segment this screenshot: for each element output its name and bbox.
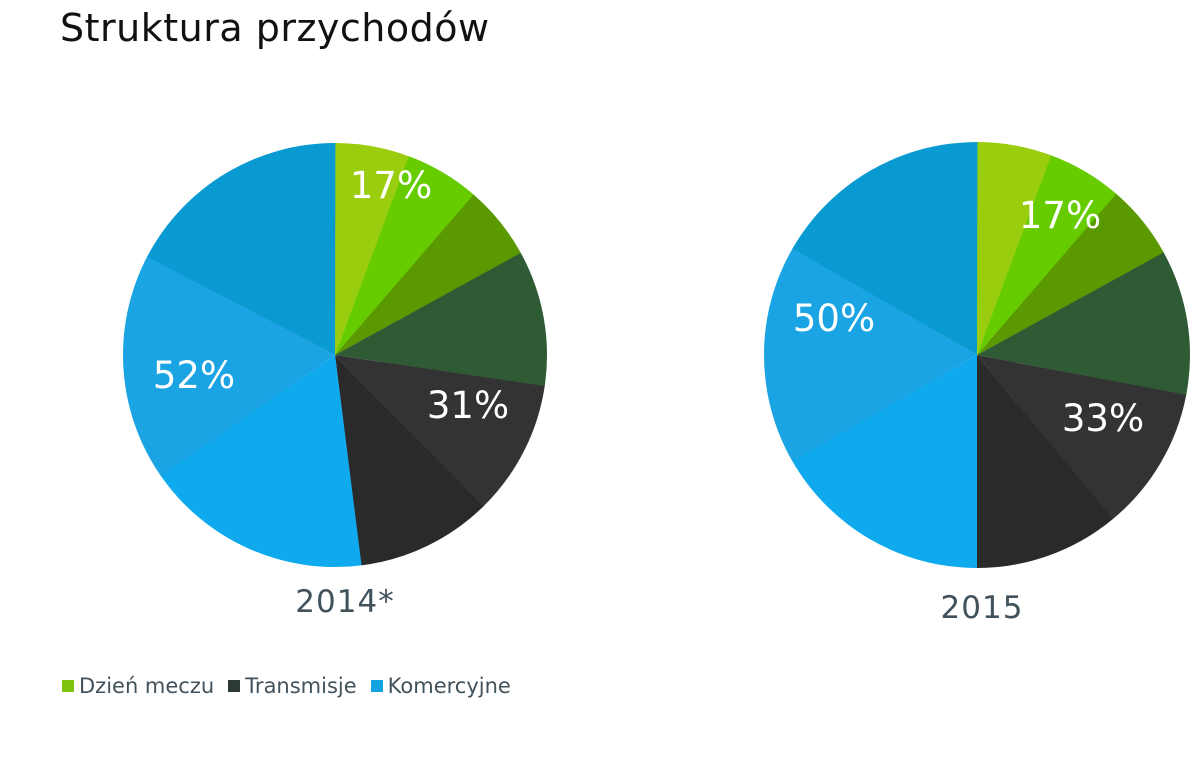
legend-item-transmisje: Transmisje bbox=[228, 674, 357, 698]
pie-2014-labels: 17% 31% 52% bbox=[153, 164, 509, 427]
chart-title: Struktura przychodów bbox=[60, 6, 490, 50]
pie-2015-year-label: 2015 bbox=[941, 590, 1024, 626]
pie-2014-slice-komercyjne-band-1 bbox=[123, 256, 335, 476]
pie-2014-slice-transmisje-band-2 bbox=[335, 355, 484, 566]
pie-2014-slice-dzien-meczu bbox=[335, 143, 410, 355]
pie-2015-value-label-dzien-meczu: 17% bbox=[1019, 194, 1101, 237]
pie-2015-value-label-komercyjne: 50% bbox=[793, 297, 875, 340]
pie-2014-slice-komercyjne bbox=[160, 355, 362, 568]
pie-2015-slice-komercyjne-band-1 bbox=[764, 248, 977, 462]
pie-2015-slice-transmisje bbox=[977, 252, 1191, 396]
pie-2014-slice-transmisje bbox=[335, 252, 547, 387]
legend-swatch-transmisje bbox=[228, 680, 241, 692]
pie-2015-slice-transmisje-band-1 bbox=[977, 355, 1187, 520]
legend-label-transmisje: Transmisje bbox=[245, 674, 357, 698]
pie-chart-2014: 17% 31% 52% 2014* bbox=[123, 142, 547, 620]
pie-2014-slice-dzien-meczu-band-1 bbox=[335, 156, 474, 355]
pie-2015-slice-transmisje-band-2 bbox=[976, 355, 1113, 569]
legend-swatch-dzien-meczu bbox=[62, 680, 74, 692]
legend-item-dzien-meczu: Dzień meczu bbox=[62, 674, 214, 698]
legend-label-komercyjne: Komercyjne bbox=[387, 674, 511, 698]
pie-2014-slice-dzien-meczu-band-2 bbox=[335, 194, 521, 355]
pie-chart-2015: 17% 33% 50% 2015 bbox=[764, 141, 1191, 626]
pie-2015-slice-komercyjne bbox=[792, 355, 977, 568]
pie-2015-slices bbox=[764, 141, 1191, 569]
pie-2014-value-label-dzien-meczu: 17% bbox=[350, 164, 432, 207]
legend-swatch-komercyjne bbox=[370, 680, 383, 692]
pie-2014-slice-transmisje-band-1 bbox=[335, 355, 545, 507]
pie-2014-value-label-transmisje: 31% bbox=[427, 384, 509, 427]
pie-2015-slice-dzien-meczu-band-2 bbox=[977, 193, 1164, 355]
pie-2014-year-label: 2014* bbox=[295, 584, 394, 620]
pie-2014-value-label-komercyjne: 52% bbox=[153, 354, 235, 397]
legend-item-komercyjne: Komercyjne bbox=[370, 674, 511, 698]
pie-2015-value-label-transmisje: 33% bbox=[1062, 397, 1144, 440]
legend-label-dzien-meczu: Dzień meczu bbox=[79, 674, 215, 698]
pie-2015-slice-komercyjne-band-2 bbox=[792, 141, 978, 355]
pie-2015-slice-dzien-meczu bbox=[977, 142, 1052, 355]
pie-2014-slice-komercyjne-band-2 bbox=[147, 142, 336, 355]
pie-2015-labels: 17% 33% 50% bbox=[793, 194, 1144, 440]
chart-legend: Dzień meczu Transmisje Komercyjne bbox=[62, 674, 525, 698]
pie-2014-slices bbox=[123, 142, 547, 568]
pie-2015-slice-dzien-meczu-band-1 bbox=[977, 155, 1117, 355]
